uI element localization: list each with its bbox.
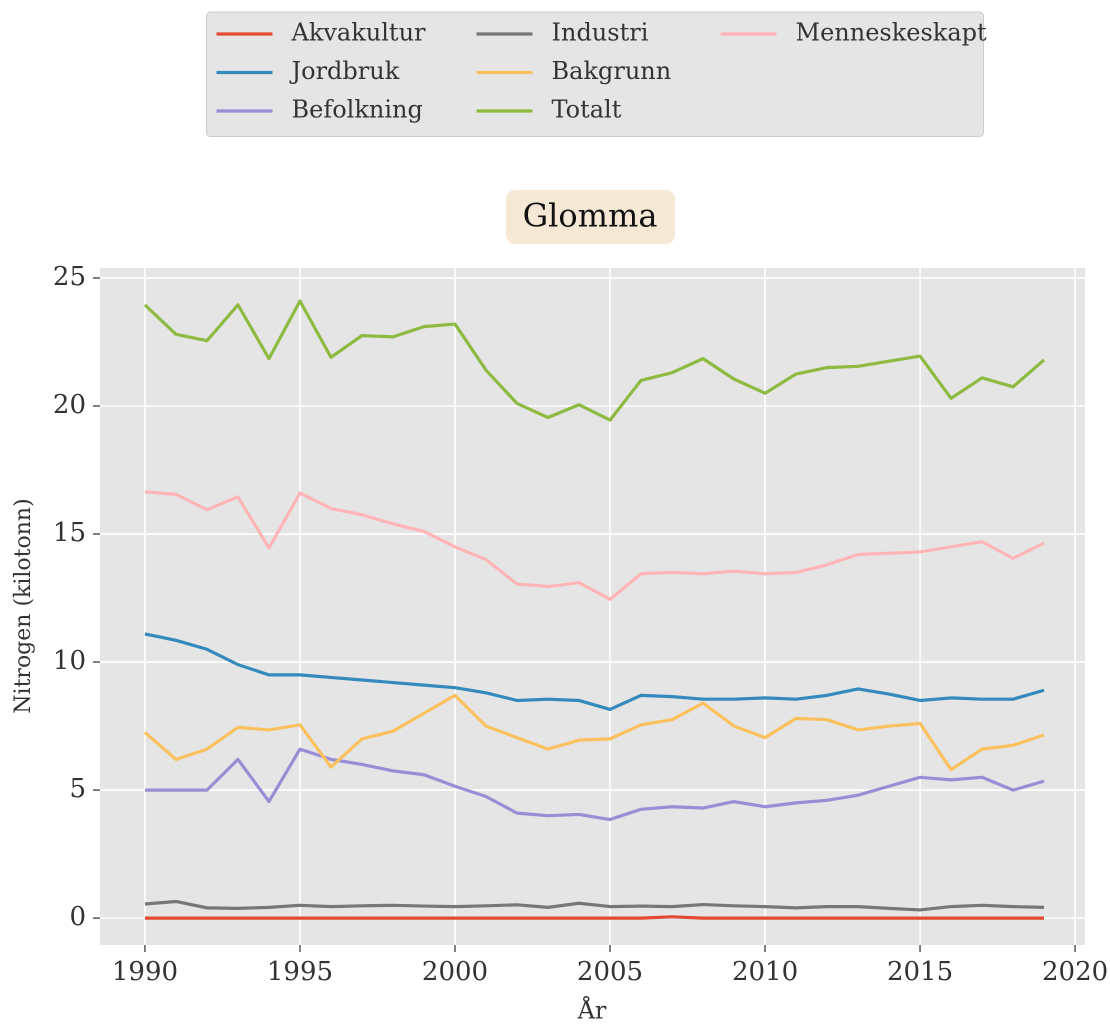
legend-label: Jordbruk	[289, 57, 400, 85]
x-tick-label: 1990	[112, 957, 178, 987]
legend-label: Totalt	[552, 96, 622, 124]
legend-label: Bakgrunn	[552, 57, 672, 85]
y-tick-label: 5	[69, 774, 86, 804]
x-tick-label: 2010	[732, 957, 798, 987]
legend-label: Menneskeskapt	[796, 19, 987, 47]
series-line	[143, 693, 1045, 772]
y-tick-label: 20	[53, 390, 86, 420]
series-line	[144, 632, 1045, 712]
legend-label: Befolkning	[292, 96, 423, 124]
chart-title: Glomma	[523, 197, 658, 235]
series-line	[144, 490, 1045, 601]
y-tick-label: 0	[69, 902, 86, 932]
x-tick-label: 1995	[267, 957, 333, 987]
legend-box	[206, 11, 984, 137]
y-tick-label: 10	[53, 646, 86, 676]
series-line	[144, 899, 1045, 912]
legend-label: Industri	[552, 19, 649, 47]
x-axis-label: År	[577, 996, 607, 1025]
x-tick-label: 2000	[422, 957, 488, 987]
series-line	[144, 747, 1045, 822]
legend: Akvakultur Jordbruk Befolkning Industri Bakg…	[206, 11, 987, 137]
x-tick-label: 2005	[577, 957, 643, 987]
title-box	[506, 190, 675, 244]
y-tick-label: 15	[53, 518, 86, 548]
x-tick-label: 2015	[887, 957, 953, 987]
series-line	[143, 299, 1046, 422]
plot-area	[100, 268, 1085, 945]
y-axis-label: Nitrogen (kilotonn)	[11, 498, 36, 713]
y-tick-label: 25	[53, 262, 86, 292]
series-line	[144, 915, 1045, 920]
x-tick-label: 2020	[1042, 957, 1108, 987]
legend-label: Akvakultur	[291, 19, 427, 47]
